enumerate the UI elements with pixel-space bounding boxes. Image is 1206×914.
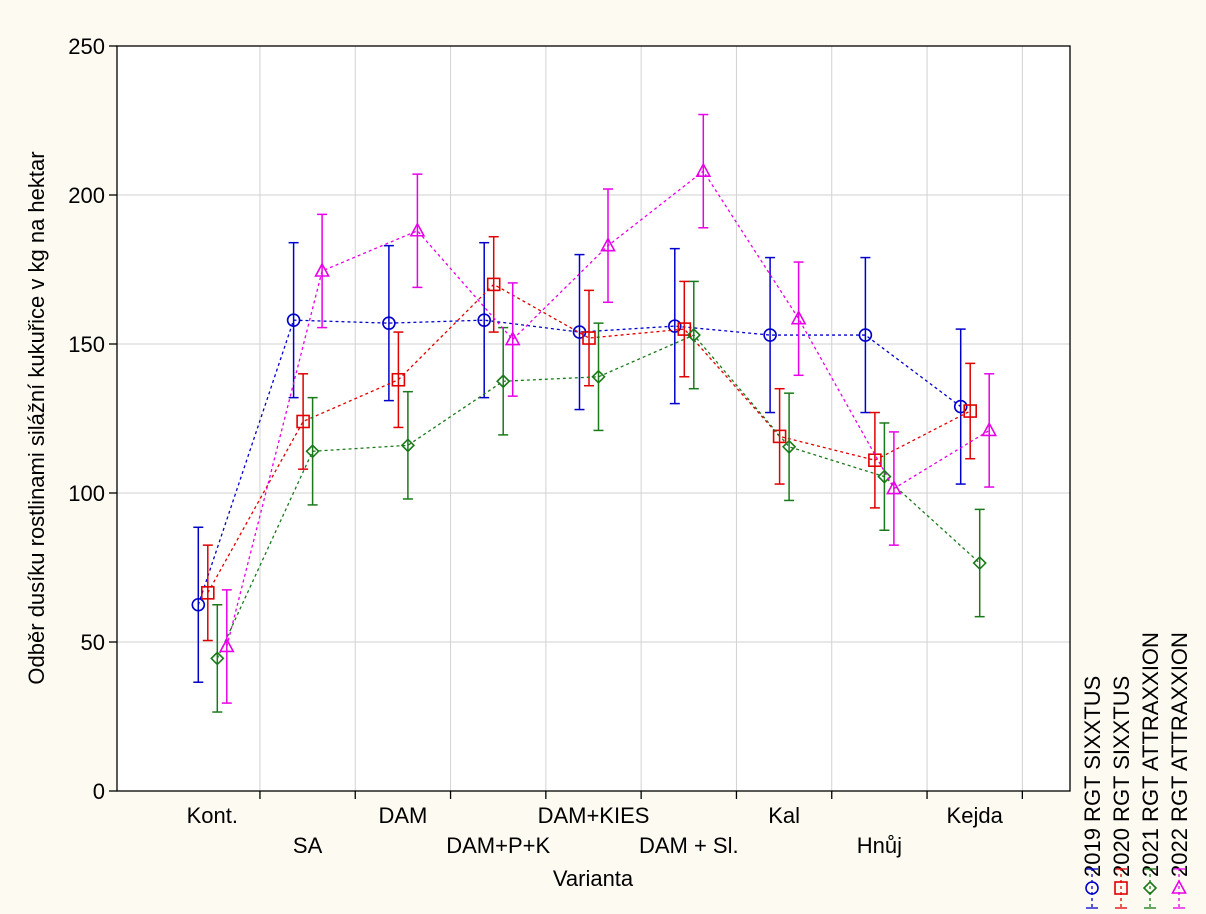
plot-area <box>117 46 1070 791</box>
series-line <box>216 334 981 659</box>
data-point <box>858 328 873 342</box>
data-point <box>391 372 406 387</box>
data-point <box>868 453 882 468</box>
x-tick-label: Kont. <box>187 803 238 828</box>
x-tick-label: DAM+P+K <box>446 833 550 858</box>
legend-marker <box>1142 880 1158 896</box>
data-point <box>296 414 310 429</box>
data-point <box>695 162 712 177</box>
legend: 2019 RGT SIXXTUS 2020 RGT SIXXTUS 2021 RGT… <box>1080 632 1192 909</box>
x-axis-label: Varianta <box>553 866 634 891</box>
data-point <box>772 429 787 444</box>
data-point <box>496 374 511 389</box>
data-point <box>591 369 606 384</box>
y-axis: 0 50 100 150 200 250 <box>68 34 117 804</box>
data-point <box>201 586 215 600</box>
data-point <box>686 327 701 343</box>
data-point <box>409 222 426 237</box>
data-point <box>218 637 235 653</box>
y-tick-label: 150 <box>68 332 105 357</box>
data-point <box>305 444 320 459</box>
x-tick-label: Hnůj <box>857 833 902 858</box>
x-tick-label: DAM <box>378 803 427 828</box>
data-point <box>667 319 682 333</box>
legend-label: 2020 RGT SIXXTUS <box>1109 676 1134 877</box>
series-line <box>207 283 971 594</box>
plot-frame <box>116 45 1071 792</box>
legend-marker <box>1085 881 1099 895</box>
legend-label: 2022 RGT ATTRAXXION <box>1167 632 1192 877</box>
data-point <box>677 322 692 336</box>
y-tick-label: 0 <box>93 779 105 804</box>
x-tick-label: SA <box>293 833 323 858</box>
legend-item: 2019 RGT SIXXTUS <box>1080 676 1105 909</box>
x-tick-label: Kejda <box>947 803 1004 828</box>
y-tick-label: 100 <box>68 481 105 506</box>
x-axis: Kont. SA DAM DAM+P+K DAM+KIES DAM + Sl. Kal Hnů… <box>187 791 1023 858</box>
data-point <box>600 236 616 252</box>
series-2 <box>201 235 978 642</box>
legend-label: 2021 RGT ATTRAXXION <box>1138 632 1163 877</box>
y-tick-label: 250 <box>68 34 105 59</box>
legend-item: 2022 RGT ATTRAXXION <box>1167 632 1192 909</box>
legend-item: 2021 RGT ATTRAXXION <box>1138 632 1163 909</box>
series-line <box>197 319 962 605</box>
y-axis-label: Odběr dusíku rostlinami silážní kukuřice… <box>24 151 49 684</box>
x-tick-label: DAM+KIES <box>538 803 650 828</box>
data-point <box>286 313 301 327</box>
data-point <box>582 331 596 345</box>
legend-marker <box>1114 881 1128 895</box>
legend-label: 2019 RGT SIXXTUS <box>1080 676 1105 877</box>
data-point <box>981 421 998 437</box>
y-tick-label: 50 <box>81 630 105 655</box>
x-tick-label: Kal <box>768 803 800 828</box>
legend-item: 2020 RGT SIXXTUS <box>1109 676 1134 909</box>
data-point <box>763 328 777 342</box>
data-point <box>504 330 521 346</box>
series-layer <box>191 113 998 713</box>
data-point <box>210 651 225 666</box>
series-1 <box>191 241 968 683</box>
data-point <box>972 555 987 571</box>
data-point <box>886 479 902 495</box>
data-point <box>314 262 330 277</box>
data-point <box>382 316 396 330</box>
data-point <box>963 404 978 418</box>
data-point <box>877 469 892 484</box>
data-point <box>790 309 807 325</box>
legend-marker <box>1171 879 1187 894</box>
data-point <box>486 277 501 292</box>
series-3 <box>210 280 987 713</box>
data-point <box>781 439 797 454</box>
data-point <box>400 438 416 453</box>
y-tick-label: 200 <box>68 183 105 208</box>
data-point <box>953 399 968 414</box>
data-point <box>477 313 492 327</box>
series-4 <box>218 113 998 704</box>
x-tick-label: DAM + Sl. <box>639 833 739 858</box>
data-point <box>191 597 206 612</box>
